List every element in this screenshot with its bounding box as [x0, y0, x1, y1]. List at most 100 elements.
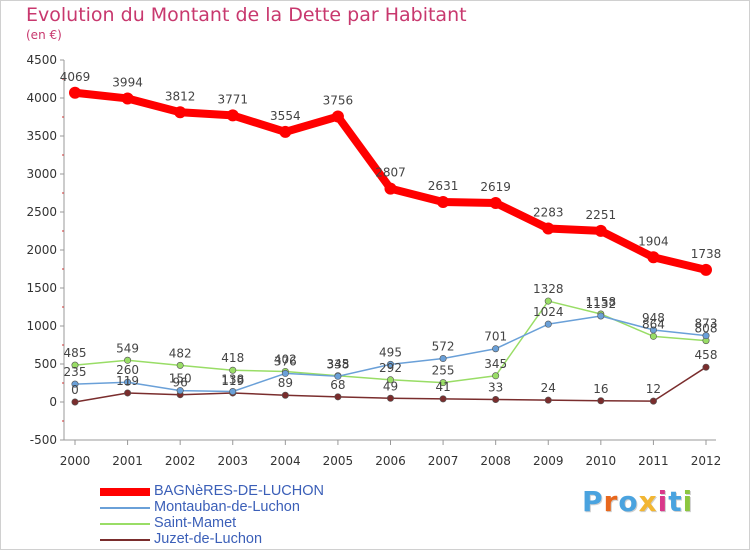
data-point — [492, 372, 500, 380]
x-tick-label: 2001 — [112, 454, 143, 468]
data-point — [649, 332, 657, 340]
data-label: 68 — [330, 378, 345, 392]
x-tick-label: 2007 — [428, 454, 459, 468]
data-point — [492, 345, 500, 353]
data-point — [71, 398, 79, 406]
logo-letter: r — [603, 485, 619, 518]
data-label: 4069 — [60, 70, 91, 84]
data-label: 33 — [488, 380, 503, 394]
x-tick-label: 2010 — [586, 454, 617, 468]
data-label: 1904 — [638, 234, 669, 248]
data-label: 138 — [221, 373, 244, 387]
data-point — [489, 196, 502, 209]
data-label: 2283 — [533, 205, 564, 219]
logo-letter: P — [582, 485, 604, 518]
data-label: 808 — [695, 322, 718, 336]
legend-label: Juzet-de-Luchon — [154, 531, 263, 547]
data-label: 3771 — [217, 92, 248, 106]
x-tick-label: 2002 — [165, 454, 196, 468]
x-tick-label: 2009 — [533, 454, 564, 468]
data-point — [542, 222, 555, 235]
data-label: 402 — [274, 352, 297, 366]
data-label: 549 — [116, 341, 139, 355]
legend-label: BAGNèRES-DE-LUCHON — [154, 483, 324, 499]
legend: BAGNèRES-DE-LUCHON Montauban-de-Luchon S… — [100, 483, 400, 548]
data-label: 3812 — [165, 89, 196, 103]
legend-item-saint-mamet: Saint-Mamet — [100, 515, 400, 532]
logo-letter: x — [638, 485, 658, 518]
x-tick-label: 2004 — [270, 454, 301, 468]
data-label: 376 — [274, 354, 297, 368]
x-tick-label: 2006 — [375, 454, 406, 468]
legend-label: Montauban-de-Luchon — [154, 499, 300, 515]
data-point — [229, 366, 237, 374]
data-label: 495 — [379, 345, 402, 359]
data-point — [544, 396, 552, 404]
logo-letter: o — [618, 485, 639, 518]
data-label: 3756 — [323, 94, 354, 108]
data-label: 1328 — [533, 282, 564, 296]
data-label: 1132 — [586, 297, 617, 311]
data-point — [647, 251, 660, 264]
data-label: 948 — [642, 311, 665, 325]
data-label: 572 — [432, 340, 455, 354]
data-label: 701 — [484, 330, 507, 344]
data-point — [439, 355, 447, 363]
y-tick-label: 2500 — [26, 205, 57, 219]
data-label: 260 — [116, 363, 139, 377]
data-label: 24 — [541, 381, 556, 395]
data-label: 2631 — [428, 179, 459, 193]
logo-letter: i — [682, 485, 694, 518]
data-point — [174, 106, 187, 119]
data-label: 864 — [642, 317, 665, 331]
data-label: 873 — [695, 317, 718, 331]
legend-item-montauban: Montauban-de-Luchon — [100, 499, 400, 516]
data-label: 96 — [173, 376, 188, 390]
legend-item-juzet: Juzet-de-Luchon — [100, 531, 400, 548]
data-point — [492, 395, 500, 403]
data-label: 292 — [379, 361, 402, 375]
data-label: 345 — [326, 357, 349, 371]
data-point — [702, 332, 710, 340]
logo-letter: t — [668, 485, 683, 518]
data-label: 235 — [64, 365, 87, 379]
data-point — [384, 182, 397, 195]
data-point — [439, 379, 447, 387]
data-point — [229, 388, 237, 396]
data-label: 2807 — [375, 166, 406, 180]
legend-swatch — [100, 507, 150, 509]
y-tick-label: 3000 — [26, 167, 57, 181]
y-tick-label: 1000 — [26, 319, 57, 333]
data-label: 345 — [484, 357, 507, 371]
data-label: 1024 — [533, 305, 564, 319]
data-point — [649, 397, 657, 405]
data-label: 3554 — [270, 109, 301, 123]
data-point — [69, 86, 81, 99]
x-tick-label: 2005 — [323, 454, 354, 468]
data-label: 482 — [169, 346, 192, 360]
data-label: 2619 — [480, 180, 511, 194]
data-label: 12 — [646, 382, 661, 396]
data-label: 3994 — [112, 75, 143, 89]
data-label: 119 — [116, 374, 139, 388]
y-tick-label: 500 — [34, 357, 57, 371]
chart-title: Evolution du Montant de la Dette par Hab… — [26, 4, 467, 26]
data-point — [594, 224, 607, 237]
data-label: 1158 — [586, 295, 617, 309]
legend-item-bagneres: BAGNèRES-DE-LUCHON — [100, 483, 400, 500]
x-tick-label: 2012 — [691, 454, 722, 468]
data-label: 89 — [278, 376, 293, 390]
data-point — [334, 393, 342, 401]
data-point — [334, 372, 342, 380]
unit-label: (en €) — [26, 28, 62, 42]
y-tick-label: -500 — [30, 433, 57, 447]
data-point — [597, 312, 605, 320]
data-point — [700, 263, 712, 276]
data-point — [124, 389, 132, 397]
x-tick-label: 2000 — [60, 454, 91, 468]
data-point — [386, 376, 394, 384]
data-label: 1738 — [691, 247, 722, 261]
data-point — [386, 394, 394, 402]
data-point — [281, 391, 289, 399]
data-label: 119 — [221, 374, 244, 388]
